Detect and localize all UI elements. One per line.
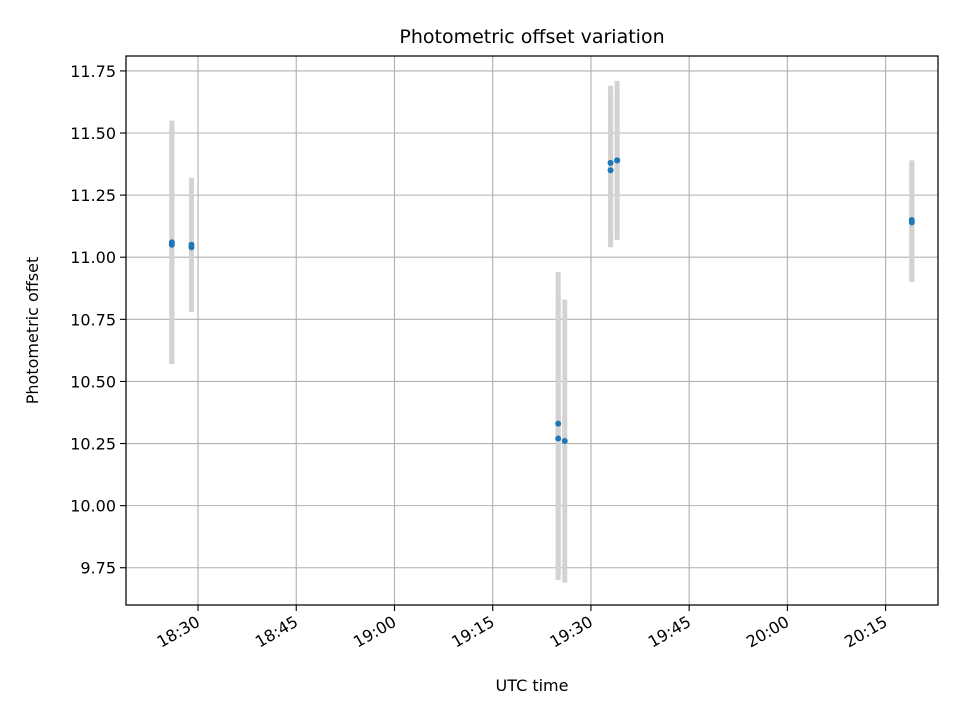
y-axis-ticks: 9.75 10.00 10.25 10.50 10.75 11.00 11.25 11.50 1… [70, 62, 126, 578]
data-point [555, 435, 562, 442]
y-tick-label: 11.25 [70, 186, 116, 205]
y-tick-label: 11.00 [70, 248, 116, 267]
y-tick-label: 9.75 [80, 559, 116, 578]
y-axis-label: Photometric offset [23, 257, 42, 405]
data-point [168, 241, 175, 248]
data-point [614, 157, 621, 164]
y-tick-label: 10.50 [70, 372, 116, 391]
data-point [561, 438, 568, 445]
data-point [908, 219, 915, 226]
data-point [607, 159, 614, 166]
x-axis-label: UTC time [496, 676, 569, 695]
data-point [555, 420, 562, 427]
data-point [188, 244, 195, 251]
chart-title: Photometric offset variation [399, 26, 664, 48]
data-points [168, 157, 915, 445]
y-tick-label: 11.75 [70, 62, 116, 81]
y-tick-label: 11.50 [70, 124, 116, 143]
data-point [607, 167, 614, 174]
grid [126, 56, 938, 605]
y-tick-label: 10.25 [70, 435, 116, 454]
plot-frame [125, 55, 939, 606]
y-tick-label: 10.00 [70, 497, 116, 516]
y-tick-label: 10.75 [70, 310, 116, 329]
